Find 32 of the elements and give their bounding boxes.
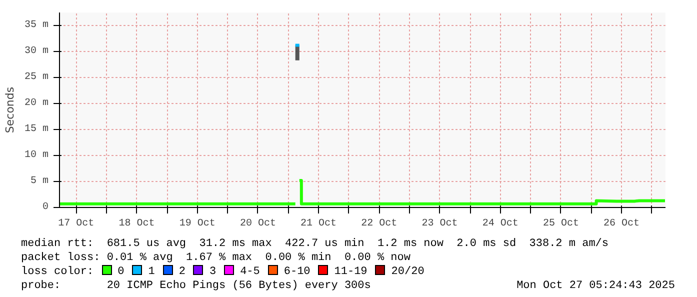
legend-label: 20/20 — [391, 266, 424, 278]
y-tick-label: 25 m — [24, 72, 49, 83]
y-tick-label: 20 m — [24, 98, 49, 109]
text: Mon Oct 27 05:24:43 2025 — [516, 279, 675, 293]
y-tick-label: 10 m — [24, 150, 49, 161]
y-axis-title: Seconds — [3, 86, 16, 134]
legend-label: 11-19 — [334, 266, 368, 278]
legend-label: 6-10 — [284, 266, 310, 278]
y-tick-label: 0 — [42, 202, 49, 213]
y-tick-label: 5 m — [30, 176, 49, 187]
x-tick-label: 25 Oct — [542, 218, 579, 230]
text: packet loss: 0.01 % avg 1.67 % max 0.00 % min 0.00 % now — [21, 251, 412, 265]
text: probe: 20 ICMP Echo Pings (56 Bytes) every 300s — [21, 279, 371, 293]
y-tick-label: 30 m — [24, 46, 49, 57]
x-tick-label: 24 Oct — [482, 218, 518, 230]
legend-label: 0 — [118, 266, 124, 278]
legend-label: 1 — [148, 266, 155, 278]
x-tick-label: 21 Oct — [300, 218, 337, 230]
x-tick-label: 22 Oct — [361, 218, 398, 230]
x-tick-label: 17 Oct — [58, 218, 94, 230]
x-tick-label: 19 Oct — [179, 218, 216, 230]
legend-title: loss color: — [21, 266, 94, 278]
legend-label: 3 — [209, 266, 216, 278]
x-tick-label: 26 Oct — [604, 218, 640, 230]
x-tick-label: 20 Oct — [240, 218, 276, 230]
legend-label: 2 — [178, 266, 186, 278]
x-tick-label: 23 Oct — [422, 218, 458, 230]
text: median rtt: 681.5 us avg 31.2 ms max 422.7 us min 1.2 ms now 2.0 ms sd 338.2 m am/s — [21, 237, 610, 251]
y-tick-label: 35 m — [24, 20, 49, 31]
legend-label: 4-5 — [240, 266, 260, 278]
x-tick-label: 18 Oct — [118, 218, 155, 230]
y-tick-label: 15 m — [24, 124, 49, 135]
